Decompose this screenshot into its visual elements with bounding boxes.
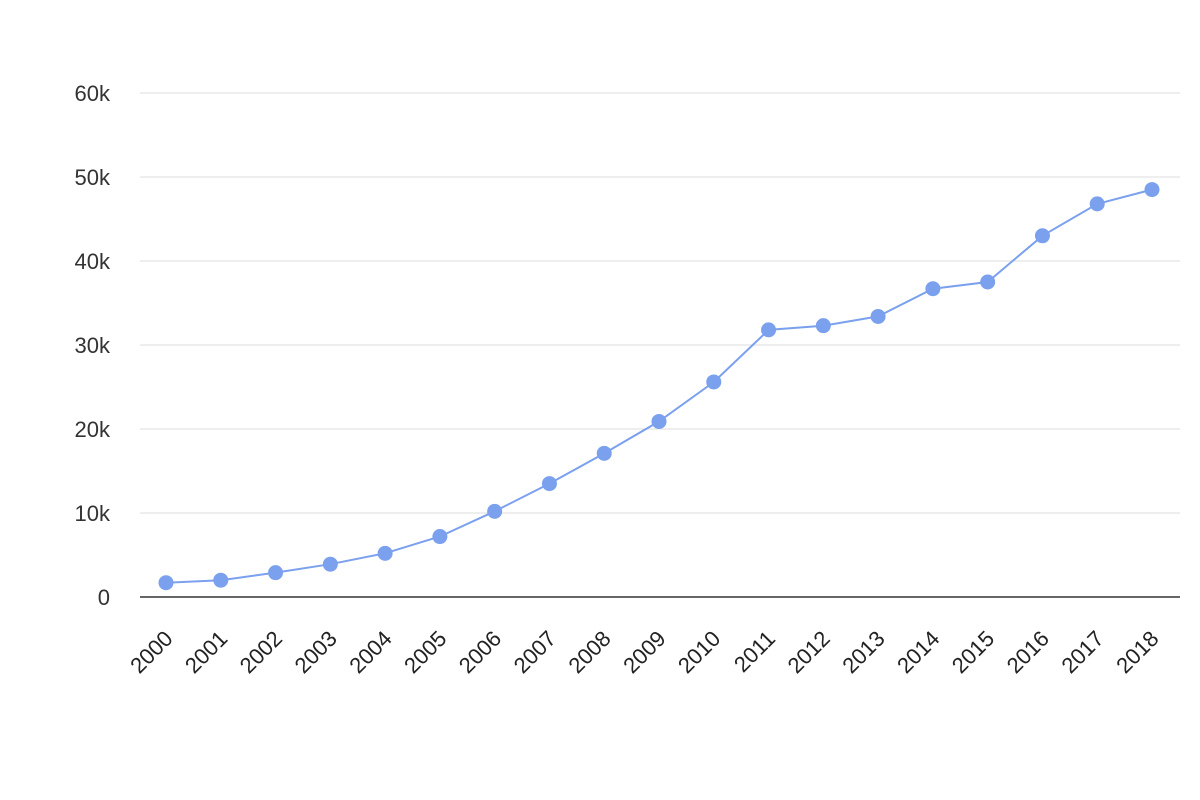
- y-axis-ticks: 0 10k 20k 30k 40k 50k 60k: [75, 81, 111, 610]
- data-point-2016[interactable]: [1034, 228, 1050, 244]
- x-tick-label: 2001: [180, 626, 232, 678]
- x-tick-label: 2004: [344, 626, 396, 678]
- data-point-2015[interactable]: [980, 274, 996, 290]
- y-tick-label: 20k: [75, 417, 111, 442]
- x-tick-label: 2008: [563, 626, 615, 678]
- y-tick-label: 30k: [75, 333, 111, 358]
- data-point-2018[interactable]: [1144, 182, 1160, 198]
- x-tick-label: 2000: [125, 626, 177, 678]
- x-axis-ticks: 2000 2001 2002 2003 2004 2005 2006 2007 2008 2009…: [125, 626, 1163, 678]
- y-tick-label: 40k: [75, 249, 111, 274]
- x-tick-label: 2011: [729, 626, 780, 677]
- y-tick-label: 60k: [75, 81, 111, 106]
- x-tick-label: 2015: [947, 626, 999, 678]
- x-tick-label: 2016: [1002, 626, 1054, 678]
- data-point-2001[interactable]: [213, 572, 229, 588]
- data-point-2007[interactable]: [541, 476, 557, 492]
- x-tick-label: 2009: [618, 626, 670, 678]
- data-point-2005[interactable]: [432, 529, 448, 545]
- series-line: [165, 188, 1153, 584]
- data-point-2013[interactable]: [870, 308, 886, 324]
- x-tick-label: 2014: [892, 626, 944, 678]
- y-tick-label: 0: [98, 585, 110, 610]
- x-tick-label: 2012: [783, 626, 835, 678]
- data-point-2003[interactable]: [322, 556, 338, 572]
- x-tick-label: 2018: [1111, 626, 1163, 678]
- x-tick-label: 2010: [673, 626, 725, 678]
- data-point-2011[interactable]: [761, 322, 777, 338]
- x-tick-label: 2003: [290, 626, 342, 678]
- x-tick-label: 2017: [1056, 626, 1108, 678]
- series-layer: [158, 182, 1160, 591]
- data-point-2002[interactable]: [268, 565, 284, 581]
- data-point-2014[interactable]: [925, 281, 941, 297]
- data-point-2006[interactable]: [487, 503, 503, 519]
- data-point-2008[interactable]: [596, 445, 612, 461]
- y-tick-label: 50k: [75, 165, 111, 190]
- x-tick-label: 2006: [454, 626, 506, 678]
- data-point-2010[interactable]: [706, 374, 722, 390]
- data-point-2000[interactable]: [158, 575, 174, 591]
- x-tick-label: 2002: [235, 626, 287, 678]
- x-tick-label: 2013: [837, 626, 889, 678]
- x-tick-label: 2005: [399, 626, 451, 678]
- data-point-2004[interactable]: [377, 545, 393, 561]
- data-point-2017[interactable]: [1089, 196, 1105, 212]
- data-point-2012[interactable]: [815, 318, 831, 334]
- x-tick-label: 2007: [509, 626, 561, 678]
- data-point-2009[interactable]: [651, 413, 667, 429]
- gridlines: [140, 92, 1180, 514]
- y-tick-label: 10k: [75, 501, 111, 526]
